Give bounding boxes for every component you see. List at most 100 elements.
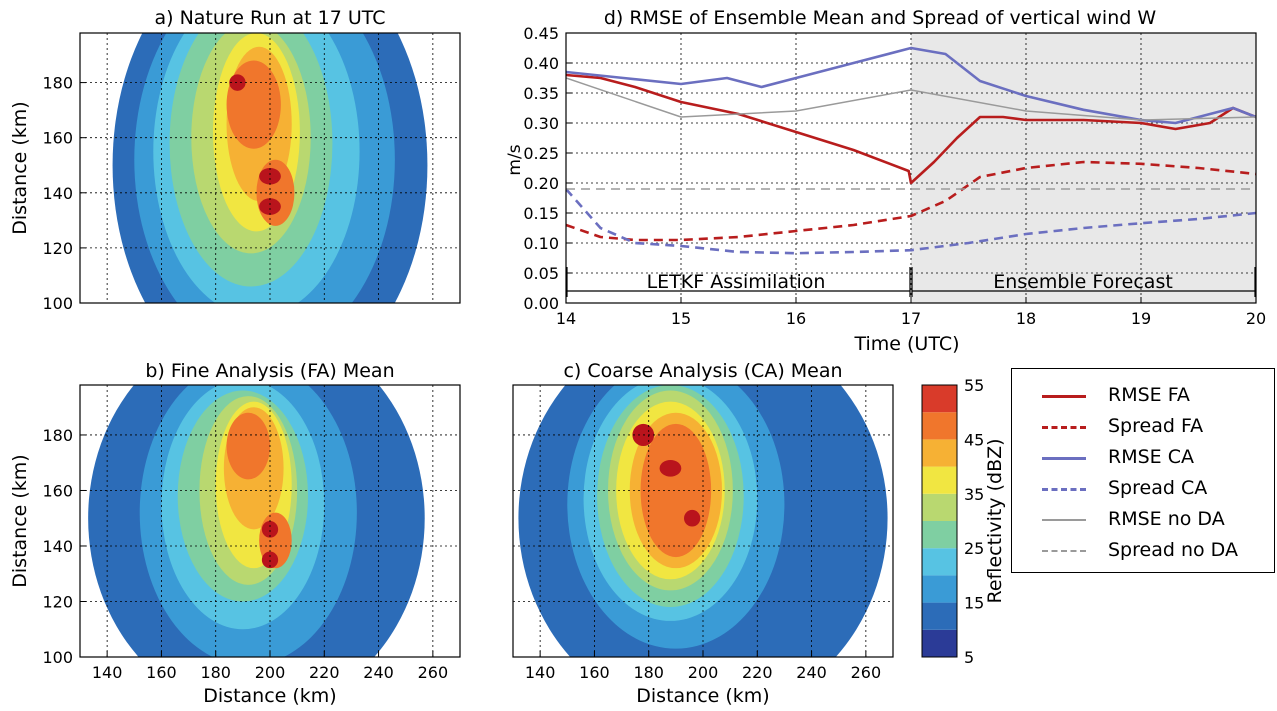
- panel-d-y-ticks: 0.00 0.05 0.10 0.15 0.20 0.25 0.30 0.35 0.40 0.45: [523, 24, 572, 313]
- colorbar-tick-label: 55: [964, 376, 984, 395]
- x-tick-label: 20: [1246, 309, 1266, 328]
- panel-d-x-ticks: 14 15 16 17 18 19 20: [556, 297, 1266, 328]
- y-tick-label: 0.10: [523, 234, 559, 253]
- reflectivity-contour-55-dbz: [259, 198, 281, 215]
- legend-label: RMSE CA: [1108, 446, 1194, 468]
- legend-swatch: [1042, 519, 1086, 521]
- y-tick-label: 100: [42, 648, 73, 667]
- reflectivity-contour-55-dbz: [659, 459, 682, 477]
- legend-item-rmse-no-da: RMSE no DA: [1012, 505, 1274, 535]
- x-tick-label: 14: [556, 309, 576, 328]
- x-tick-label: 240: [796, 663, 827, 682]
- series-line-rmse-ca: [566, 46, 1256, 125]
- legend-swatch: [1042, 488, 1086, 491]
- panel-c: c) Coarse Analysis (CA) Mean 140 160 180 20…: [512, 360, 894, 707]
- panel-c-title: c) Coarse Analysis (CA) Mean: [563, 360, 842, 382]
- reflectivity-contour-55-dbz: [259, 168, 281, 185]
- x-tick-label: 200: [255, 663, 286, 682]
- colorbar-block-30: [922, 493, 957, 521]
- y-tick-label: 120: [42, 239, 73, 258]
- colorbar-block-35: [922, 466, 957, 494]
- panel-c-x-ticks: 140 160 180 200 220 240 260: [525, 651, 881, 682]
- panel-b: b) Fine Analysis (FA) Mean 1001201401601…: [9, 360, 461, 707]
- reflectivity-contour-55-dbz: [261, 551, 279, 569]
- y-tick-label: 0.20: [523, 174, 559, 193]
- colorbar-block-10: [922, 602, 957, 630]
- y-tick-label: 0.35: [523, 84, 559, 103]
- legend-item-spread-fa: Spread FA: [1012, 412, 1274, 442]
- y-tick-label: 160: [42, 481, 73, 500]
- reflectivity-contour-55-dbz: [261, 521, 279, 538]
- panel-d-title: d) RMSE of Ensemble Mean and Spread of v…: [604, 7, 1157, 29]
- legend-item-spread-ca: Spread CA: [1012, 474, 1274, 504]
- panel-a-grid: [80, 33, 460, 303]
- panel-d-series: [566, 46, 1256, 255]
- colorbar-ticks: 5 15 25 35 45 55: [964, 376, 984, 667]
- reflectivity-contour-45-dbz: [226, 60, 281, 149]
- annotation-forecast: Ensemble Forecast: [993, 271, 1173, 293]
- y-tick-label: 0.00: [523, 294, 559, 313]
- x-tick-label: 180: [200, 663, 231, 682]
- y-tick-label: 140: [42, 184, 73, 203]
- y-tick-label: 180: [42, 74, 73, 93]
- panel-c-heatmap: [518, 385, 888, 657]
- colorbar-block-50: [922, 385, 957, 413]
- legend-swatch: [1042, 426, 1086, 429]
- y-tick-label: 0.15: [523, 204, 559, 223]
- colorbar-block-15: [922, 575, 957, 603]
- x-tick-label: 260: [851, 663, 882, 682]
- period-brackets: [566, 267, 1256, 297]
- panel-b-title: b) Fine Analysis (FA) Mean: [145, 360, 394, 382]
- legend-swatch: [1042, 457, 1086, 460]
- x-tick-label: 220: [309, 663, 340, 682]
- colorbar-tick-label: 35: [964, 485, 984, 504]
- series-line-spread-ca: [566, 188, 1256, 255]
- panel-c-xlabel: Distance (km): [636, 685, 769, 707]
- panel-a: a) Nature Run at 17 UTC 100120140160180 …: [9, 7, 461, 313]
- legend-swatch: [1042, 550, 1086, 552]
- panel-a-title: a) Nature Run at 17 UTC: [154, 7, 385, 29]
- colorbar-block-20: [922, 548, 957, 576]
- reflectivity-contour-55-dbz: [229, 74, 246, 91]
- x-tick-label: 220: [742, 663, 773, 682]
- x-tick-label: 140: [92, 663, 123, 682]
- colorbar-block-45: [922, 412, 957, 440]
- x-tick-label: 18: [1016, 309, 1036, 328]
- x-tick-label: 240: [363, 663, 394, 682]
- panel-b-y-ticks: 100 120 140 160 180: [42, 426, 86, 667]
- y-tick-label: 0.30: [523, 114, 559, 133]
- x-tick-label: 17: [901, 309, 921, 328]
- panel-c-grid: [513, 385, 893, 657]
- colorbar-tick-label: 25: [964, 539, 984, 558]
- panel-b-grid: [80, 385, 460, 657]
- y-tick-label: 0.45: [523, 24, 559, 43]
- x-tick-label: 200: [688, 663, 719, 682]
- colorbar-label: Reflectivity (dBZ): [984, 438, 1006, 603]
- y-tick-label: 0.40: [523, 54, 559, 73]
- x-tick-label: 180: [633, 663, 664, 682]
- colorbar-tick-label: 5: [964, 648, 974, 667]
- colorbar-block-25: [922, 521, 957, 549]
- panel-b-ylabel: Distance (km): [9, 454, 31, 587]
- panel-b-xlabel: Distance (km): [203, 685, 336, 707]
- series-line-rmse-fa: [566, 73, 1256, 185]
- legend-label: Spread CA: [1108, 477, 1208, 499]
- reflectivity-contour-55-dbz: [684, 509, 701, 527]
- colorbar: 5 15 25 35 45 55 Reflectivity (dBZ): [921, 376, 1006, 667]
- series-line-spread-fa: [566, 160, 1256, 242]
- legend-label: RMSE no DA: [1108, 508, 1225, 530]
- colorbar-block-5: [922, 629, 957, 657]
- y-tick-label: 100: [42, 294, 73, 313]
- y-tick-label: 0.25: [523, 144, 559, 163]
- x-tick-label: 160: [146, 663, 177, 682]
- reflectivity-contour-45-dbz: [640, 423, 712, 558]
- x-tick-label: 16: [786, 309, 806, 328]
- panel-b-heatmap: [88, 385, 425, 657]
- panel-d-ylabel: m/s: [505, 144, 525, 175]
- panel-d-xlabel: Time (UTC): [853, 333, 959, 355]
- colorbar-tick-label: 45: [964, 430, 984, 449]
- x-tick-label: 15: [671, 309, 691, 328]
- legend-label: Spread no DA: [1108, 539, 1238, 561]
- y-tick-label: 160: [42, 129, 73, 148]
- x-tick-label: 160: [579, 663, 610, 682]
